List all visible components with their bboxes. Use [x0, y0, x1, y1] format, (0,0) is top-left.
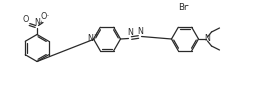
- Text: N: N: [34, 18, 40, 27]
- Text: N: N: [87, 34, 93, 43]
- Text: O: O: [41, 12, 47, 21]
- Text: -: -: [186, 2, 189, 10]
- Text: N: N: [137, 27, 143, 36]
- Text: O: O: [23, 15, 29, 24]
- Text: +: +: [38, 20, 43, 25]
- Text: N: N: [204, 34, 210, 43]
- Text: -: -: [47, 14, 49, 19]
- Text: N: N: [127, 28, 133, 37]
- Text: Br: Br: [178, 3, 188, 13]
- Text: +: +: [94, 32, 98, 37]
